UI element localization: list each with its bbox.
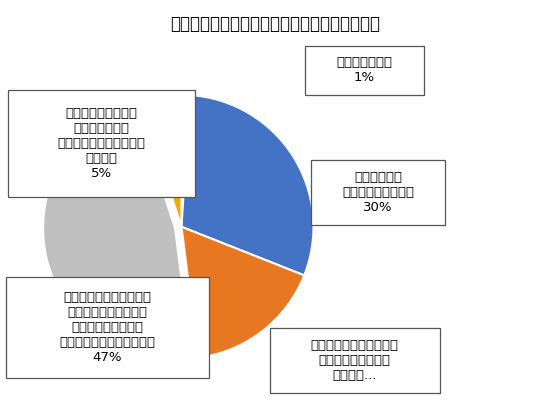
Wedge shape xyxy=(182,227,304,358)
Wedge shape xyxy=(141,95,182,227)
Text: 使用できる回数が少なく
毎年品質を保つのに
苦労する...: 使用できる回数が少なく 毎年品質を保つのに 苦労する... xyxy=(311,339,399,382)
Text: 年によって病気、害虫の
発生頻度が異なるため
規定の防除回数では
十分防除できない年がある
47%: 年によって病気、害虫の 発生頻度が異なるため 規定の防除回数では 十分防除できな… xyxy=(59,291,155,364)
Text: 近年病害虫の発生が
増えてきたため
規定の防除回数では難し
くなった
5%: 近年病害虫の発生が 増えてきたため 規定の防除回数では難し くなった 5% xyxy=(58,108,146,180)
Text: もっと減らせる
1%: もっと減らせる 1% xyxy=(337,56,392,84)
Text: 現在の回数で
十分防除できている
30%: 現在の回数で 十分防除できている 30% xyxy=(342,171,414,214)
Wedge shape xyxy=(182,95,190,227)
Wedge shape xyxy=(182,95,314,276)
Wedge shape xyxy=(43,103,191,360)
Text: 現在の総散布回数で満足な防除ができているか: 現在の総散布回数で満足な防除ができているか xyxy=(170,15,380,33)
